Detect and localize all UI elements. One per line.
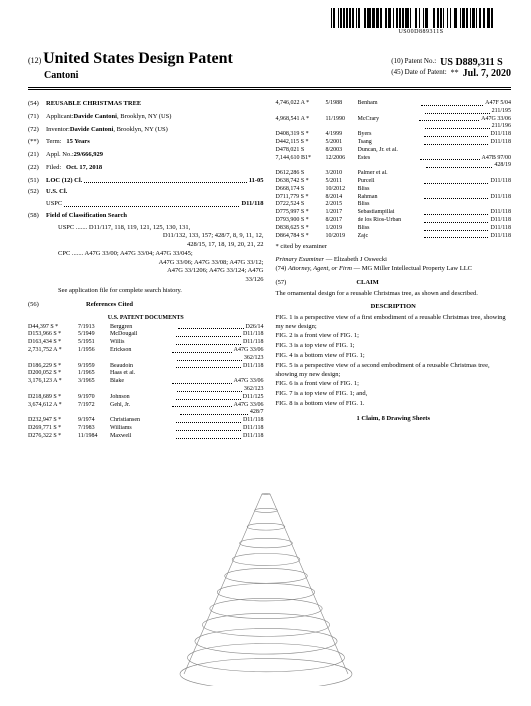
reference-row: D218,689 S *9/1970Johnson D11/125 (28, 394, 264, 402)
reference-row: 211/196 (276, 123, 512, 131)
reference-row: D153,966 S *5/1949McDougall D11/118 (28, 331, 264, 339)
reference-row: 211/195 (276, 108, 512, 116)
reference-row: D793,900 S *8/2017de los Rios-Urban D11/… (276, 217, 512, 225)
reference-row: 362/123 (28, 386, 264, 394)
reference-row: D722,524 S2/2015Bliss (276, 201, 512, 209)
reference-row: D478,021 S8/2003Duncan, Jr. et al. (276, 147, 512, 155)
reference-row: 362/123 (28, 355, 264, 363)
reference-row: 7,144,610 B1*12/2006Estes A47B 97/00 (276, 155, 512, 163)
reference-row: D668,174 S10/2012Bliss (276, 186, 512, 194)
patent-header: (12) United States Design Patent Cantoni… (28, 50, 511, 90)
reference-row: D163,434 S *5/1951Willis D11/118 (28, 339, 264, 347)
right-column: 4,746,022 A *5/1988Benham A47F 5/04211/1… (276, 100, 512, 441)
reference-row: D838,625 S *1/2019Bliss D11/118 (276, 225, 512, 233)
reference-row: D44,397 S *7/1913Berggren D26/14 (28, 324, 264, 332)
reference-row: D276,322 S *11/1984Maxwell D11/118 (28, 433, 264, 441)
examiner-note: * cited by examiner (276, 243, 512, 252)
invention-title: REUSABLE CHRISTMAS TREE (46, 100, 141, 109)
reference-row: 428/7 (28, 409, 264, 417)
description-head: DESCRIPTION (276, 303, 512, 312)
reference-row: D711,779 S *8/2014Rahman D11/118 (276, 194, 512, 202)
reference-row: D442,115 S *5/2001Tsang D11/118 (276, 139, 512, 147)
tree-figure (176, 486, 356, 686)
header-title: United States Design Patent (43, 50, 233, 67)
reference-row: D186,229 S *9/1959Beaudoin D11/118 (28, 363, 264, 371)
figure-descriptions: FIG. 1 is a perspective view of a first … (276, 314, 512, 409)
reference-row: 4,968,541 A *11/1990McCrary A47G 33/06 (276, 116, 512, 124)
reference-row: 3,674,612 A *7/1972Gehl, Jr. A47G 33/06 (28, 402, 264, 410)
claim-text: The ornamental design for a reusable Chr… (276, 290, 512, 299)
refs-left-list: D44,397 S *7/1913Berggren D26/14D153,966… (28, 324, 264, 441)
patent-date: Jul. 7, 2020 (463, 68, 511, 79)
reference-row: 4,746,022 A *5/1988Benham A47F 5/04 (276, 100, 512, 108)
header-prefix: (12) (28, 56, 41, 65)
reference-row: D612,286 S3/2010Palmer et al. (276, 170, 512, 178)
barcode: US00D889311S (331, 8, 511, 36)
left-column: (54)REUSABLE CHRISTMAS TREE (71)Applican… (28, 100, 264, 441)
reference-row: D200,052 S *1/1965Haas et al. (28, 370, 264, 378)
reference-row: 428/19 (276, 162, 512, 170)
reference-row: D408,319 S *4/1999Byers D11/118 (276, 131, 512, 139)
barcode-text: US00D889311S (331, 29, 511, 35)
reference-row: D864,784 S *10/2019Zajc D11/118 (276, 233, 512, 241)
refs-right-list: 4,746,022 A *5/1988Benham A47F 5/04211/1… (276, 100, 512, 240)
header-inventor: Cantoni (44, 70, 233, 81)
reference-row: D269,771 S *7/1983Williams D11/118 (28, 425, 264, 433)
reference-row: 2,731,752 A *1/1956Erickson A47G 33/06 (28, 347, 264, 355)
claim-count: 1 Claim, 8 Drawing Sheets (276, 415, 512, 424)
us-docs-head: U.S. PATENT DOCUMENTS (28, 314, 264, 322)
reference-row: 3,176,123 A *3/1965Blake A47G 33/06 (28, 378, 264, 386)
reference-row: D775,997 S *1/2017Sebastiampillai D11/11… (276, 209, 512, 217)
reference-row: D232,947 S *9/1974Christiansen D11/118 (28, 417, 264, 425)
reference-row: D638,742 S *5/2011Purcell D11/118 (276, 178, 512, 186)
patent-number: US D889,311 S (440, 57, 503, 68)
